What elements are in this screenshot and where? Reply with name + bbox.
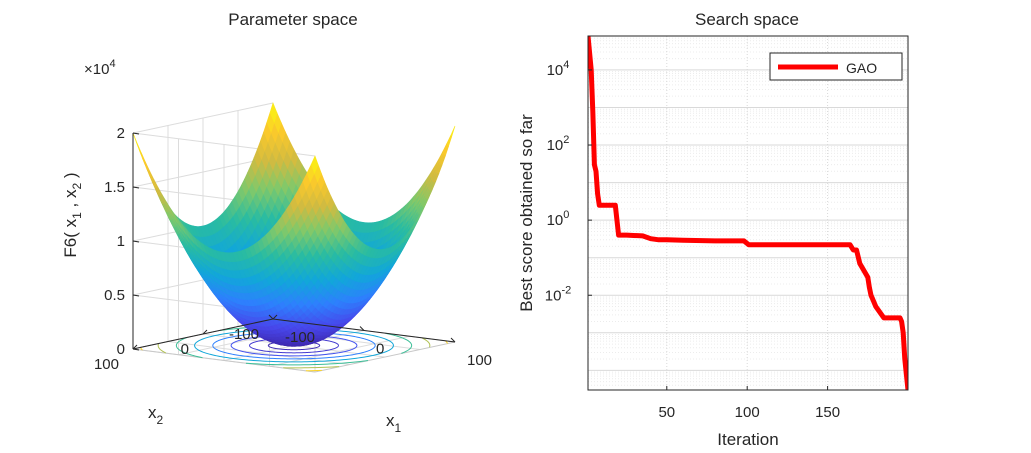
x1-tick-label: -100 [285,329,315,346]
series-line-gao [588,36,908,390]
x-axis-label: Iteration [717,430,778,449]
z-exponent-label: ×104 [84,58,116,78]
contour-line [249,337,339,354]
z-axis-label: F6( x1 , x2 ) [61,172,84,257]
y-tick-label: 104 [547,59,570,79]
x1-tick-label: 0 [376,341,384,358]
convergence-plot: Search space 50 100 150 104 102 100 10-2 Itera… [517,10,909,449]
contour-line [230,334,358,357]
z-tick-label: 1 [117,233,125,250]
contour-line [245,360,368,366]
surface-title: Parameter space [228,10,357,29]
surface-patch [132,132,141,153]
contour-line [139,347,143,351]
y-tick-label: 10-2 [545,284,571,304]
x2-axis-label: x2 [148,403,164,427]
z-tick [132,294,140,297]
surface-mesh [132,102,456,347]
grid-lines [588,35,908,391]
y-tick-label: 102 [547,134,570,154]
x1-tick-label: 100 [467,352,492,369]
x1-tick [450,337,456,343]
x1-tick [268,314,274,320]
z-tick [132,240,140,243]
x1-tick [359,326,365,331]
z-tick-label: 1.5 [104,179,125,196]
legend-label-gao: GAO [846,60,877,76]
contour-line [421,337,431,348]
x2-tick [272,314,278,320]
z-tick-label: 2 [117,125,125,142]
x1-axis-label: x1 [386,411,402,435]
axes-frame [587,35,909,391]
contour-line [194,328,394,363]
contour-line [385,332,413,354]
z-tick-label: 0 [117,341,125,358]
x2-tick-label: 100 [94,356,119,373]
plot-area [588,36,908,390]
contour-line [283,366,340,369]
x-tick-label: 50 [658,404,675,421]
x-tick-label: 100 [735,404,760,421]
x-tick-label: 150 [815,404,840,421]
series-gao [588,36,908,390]
x2-tick-label: 0 [181,341,189,358]
contour-line [212,331,376,360]
z-tick [132,132,140,135]
surface-plot: Parameter space 00.511.52-1000100-100010… [61,10,492,435]
y-axis-label: Best score obtained so far [517,114,536,312]
legend: GAO [769,52,903,81]
x2-tick [132,344,138,350]
contour-line [175,337,203,359]
z-tick-label: 0.5 [104,287,125,304]
x2-tick [202,329,208,335]
convergence-title: Search space [695,10,799,29]
axis-ticks: 50 100 150 104 102 100 10-2 [545,59,840,421]
contour-line [157,343,167,354]
y-tick-label: 100 [547,209,570,229]
x2-tick-label: -100 [229,326,259,343]
z-tick [132,186,140,189]
